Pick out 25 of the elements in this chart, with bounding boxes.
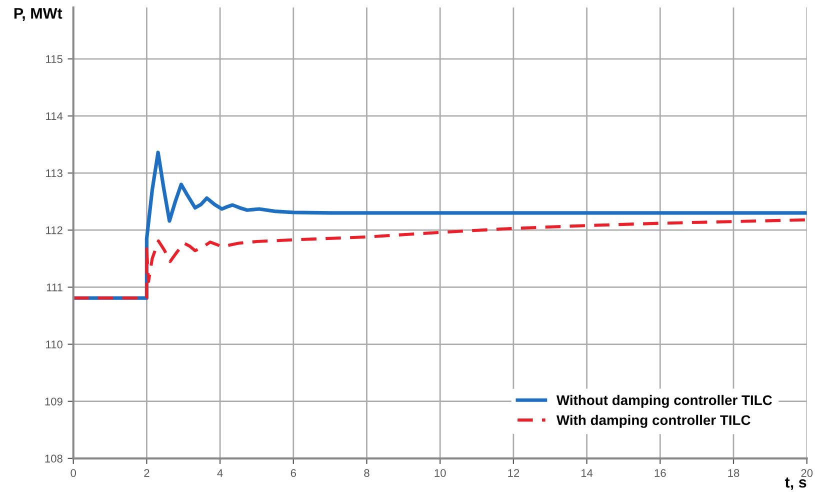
x-tick-label: 4 bbox=[217, 469, 223, 477]
x-tick-label: 20 bbox=[801, 469, 813, 477]
legend-label: Without damping controller TILC bbox=[556, 394, 772, 408]
y-tick-label: 108 bbox=[45, 454, 62, 463]
x-tick-label: 2 bbox=[144, 469, 150, 477]
x-axis-title: t, s bbox=[784, 478, 806, 490]
y-tick-label: 115 bbox=[46, 55, 62, 64]
y-tick-label: 112 bbox=[46, 226, 62, 234]
y-tick-label: 110 bbox=[46, 340, 62, 348]
x-tick-label: 14 bbox=[581, 469, 593, 477]
x-tick-label: 8 bbox=[364, 469, 370, 477]
legend-label: With damping controller TILC bbox=[556, 414, 750, 428]
y-tick-label: 109 bbox=[45, 398, 62, 406]
x-tick-label: 6 bbox=[290, 469, 296, 477]
y-tick-label: 114 bbox=[46, 112, 63, 120]
x-tick-label: 12 bbox=[508, 469, 520, 477]
x-tick-label: 18 bbox=[728, 469, 740, 477]
line-series bbox=[73, 218, 807, 300]
x-tick-label: 0 bbox=[70, 469, 76, 477]
line-series bbox=[73, 150, 807, 300]
y-tick-label: 111 bbox=[46, 284, 62, 292]
x-tick-label: 16 bbox=[654, 469, 666, 477]
y-tick-label: 113 bbox=[46, 169, 62, 178]
y-axis-title: P, MWt bbox=[14, 8, 62, 21]
x-tick-label: 10 bbox=[434, 469, 446, 477]
